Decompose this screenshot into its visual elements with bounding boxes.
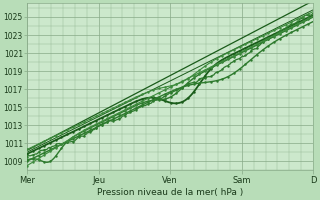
X-axis label: Pression niveau de la mer( hPa ): Pression niveau de la mer( hPa ): [97, 188, 243, 197]
